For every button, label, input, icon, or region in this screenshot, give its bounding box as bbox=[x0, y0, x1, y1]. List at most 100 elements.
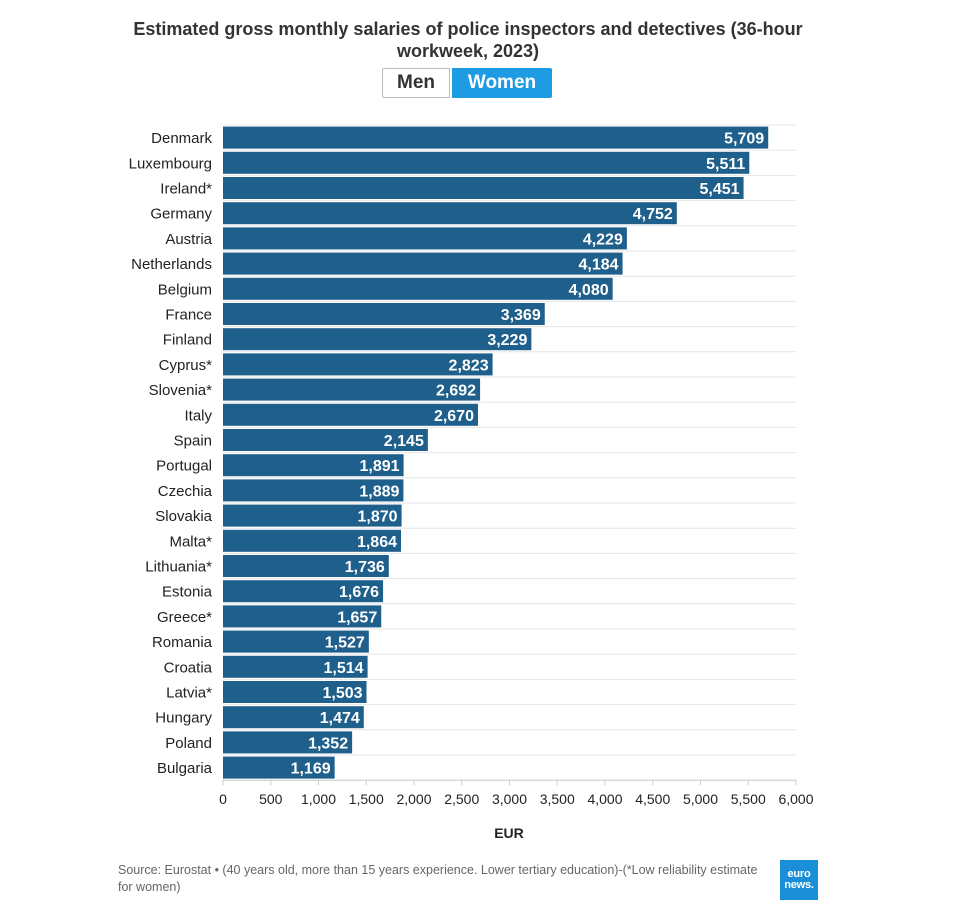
category-label: France bbox=[165, 307, 212, 324]
bar-value-label: 1,527 bbox=[325, 635, 365, 652]
bar-value-label: 5,709 bbox=[724, 131, 764, 148]
category-label: Netherlands bbox=[131, 256, 212, 273]
category-label: Romania bbox=[152, 634, 213, 651]
bar-value-label: 3,369 bbox=[501, 307, 541, 324]
source-note: Source: Eurostat • (40 years old, more t… bbox=[118, 863, 758, 894]
bar[interactable] bbox=[223, 177, 744, 199]
bar[interactable] bbox=[223, 605, 382, 628]
bar-value-label: 5,511 bbox=[706, 156, 745, 173]
bar-value-label: 1,870 bbox=[358, 509, 398, 526]
x-tick-label: 4,500 bbox=[635, 791, 670, 807]
bar[interactable] bbox=[223, 706, 364, 729]
category-label: Luxembourg bbox=[129, 155, 212, 172]
bar[interactable] bbox=[223, 378, 481, 401]
category-label: Malta* bbox=[169, 533, 212, 550]
bar-value-label: 2,823 bbox=[449, 357, 489, 374]
bar[interactable] bbox=[223, 555, 389, 577]
category-label: Finland bbox=[163, 332, 212, 349]
category-label: Germany bbox=[150, 206, 212, 223]
bar-value-label: 4,080 bbox=[569, 282, 609, 299]
category-label: Slovakia bbox=[155, 508, 212, 525]
x-tick-label: 2,000 bbox=[396, 791, 431, 807]
category-label: Czechia bbox=[158, 483, 213, 500]
bar-value-label: 1,864 bbox=[357, 534, 397, 551]
bar[interactable] bbox=[223, 303, 545, 325]
x-tick-label: 1,000 bbox=[301, 791, 336, 807]
x-tick-label: 500 bbox=[259, 791, 283, 807]
bar[interactable] bbox=[223, 681, 367, 703]
bars: 5,709 5,511 5,451 4,752 4,229 4,184 4,080 3,369… bbox=[223, 126, 769, 779]
bar[interactable] bbox=[223, 630, 369, 653]
category-label: Croatia bbox=[164, 659, 213, 676]
bar[interactable] bbox=[223, 429, 428, 451]
category-label: Latvia* bbox=[166, 685, 212, 702]
x-tick-label: 5,000 bbox=[683, 791, 718, 807]
bar[interactable] bbox=[223, 328, 532, 351]
bar[interactable] bbox=[223, 227, 627, 250]
bar[interactable] bbox=[223, 277, 613, 300]
euronews-logo: euro news. bbox=[780, 860, 818, 900]
logo-line-1: euro bbox=[787, 868, 811, 880]
bar[interactable] bbox=[223, 731, 353, 754]
category-label: Poland bbox=[165, 735, 212, 752]
category-label: Greece* bbox=[157, 609, 212, 626]
bar-value-label: 1,169 bbox=[291, 761, 331, 778]
bar-value-label: 2,145 bbox=[384, 433, 424, 450]
category-label: Italy bbox=[184, 407, 212, 424]
bar-value-label: 1,474 bbox=[320, 710, 360, 727]
bar-value-label: 1,352 bbox=[308, 735, 348, 752]
category-labels: Denmark Luxembourg Ireland* Germany Austria N… bbox=[129, 130, 213, 777]
category-label: Portugal bbox=[156, 458, 212, 475]
category-label: Ireland* bbox=[160, 181, 212, 198]
x-tick-label: 2,500 bbox=[444, 791, 479, 807]
x-tick-label: 0 bbox=[219, 791, 227, 807]
bar[interactable] bbox=[223, 756, 335, 779]
x-tick-label: 6,000 bbox=[778, 791, 813, 807]
category-label: Estonia bbox=[162, 584, 213, 601]
bar-value-label: 3,229 bbox=[487, 332, 527, 349]
category-label: Slovenia* bbox=[149, 382, 213, 399]
men-toggle-button[interactable]: Men bbox=[382, 68, 450, 98]
bar[interactable] bbox=[223, 151, 750, 174]
category-label: Denmark bbox=[151, 130, 212, 147]
bar[interactable] bbox=[223, 580, 384, 603]
gridlines bbox=[223, 124, 796, 781]
category-label: Belgium bbox=[158, 281, 212, 298]
bar[interactable] bbox=[223, 202, 677, 225]
women-toggle-button[interactable]: Women bbox=[452, 68, 552, 98]
bar-value-label: 1,676 bbox=[339, 584, 379, 601]
x-tick-label: 3,500 bbox=[540, 791, 575, 807]
bar[interactable] bbox=[223, 126, 769, 149]
x-axis-label: EUR bbox=[494, 825, 524, 841]
bar-value-label: 1,514 bbox=[324, 660, 364, 677]
bar-value-label: 1,891 bbox=[360, 458, 400, 475]
bar-value-label: 4,229 bbox=[583, 231, 623, 248]
bar[interactable] bbox=[223, 252, 623, 275]
bar-value-label: 5,451 bbox=[700, 181, 740, 198]
bar-value-label: 4,752 bbox=[633, 206, 673, 223]
bar-value-label: 1,503 bbox=[322, 685, 362, 702]
bar[interactable] bbox=[223, 504, 402, 527]
category-label: Austria bbox=[165, 231, 212, 248]
bar[interactable] bbox=[223, 529, 402, 552]
x-axis-ticks: 0 500 1,000 1,500 2,000 2,500 3,000 3,500 4,000 4… bbox=[219, 780, 814, 807]
category-label: Hungary bbox=[155, 710, 212, 727]
bar[interactable] bbox=[223, 403, 478, 426]
bar[interactable] bbox=[223, 353, 493, 376]
chart-title: Estimated gross monthly salaries of poli… bbox=[133, 19, 803, 61]
bar-value-label: 1,657 bbox=[337, 609, 377, 626]
logo-line-2: news. bbox=[784, 879, 814, 891]
bar[interactable] bbox=[223, 479, 404, 502]
x-tick-label: 1,500 bbox=[349, 791, 384, 807]
x-tick-label: 3,000 bbox=[492, 791, 527, 807]
x-tick-label: 5,500 bbox=[731, 791, 766, 807]
category-label: Bulgaria bbox=[157, 760, 213, 777]
category-label: Cyprus* bbox=[159, 357, 213, 374]
gender-toggle: Men Women bbox=[382, 68, 552, 98]
category-label: Lithuania* bbox=[145, 559, 212, 576]
bar-value-label: 4,184 bbox=[579, 257, 619, 274]
bar[interactable] bbox=[223, 655, 368, 678]
bar-value-label: 2,692 bbox=[436, 383, 476, 400]
bar[interactable] bbox=[223, 454, 404, 477]
bar-chart: 5,709 5,511 5,451 4,752 4,229 4,184 4,080 3,369… bbox=[129, 124, 814, 841]
